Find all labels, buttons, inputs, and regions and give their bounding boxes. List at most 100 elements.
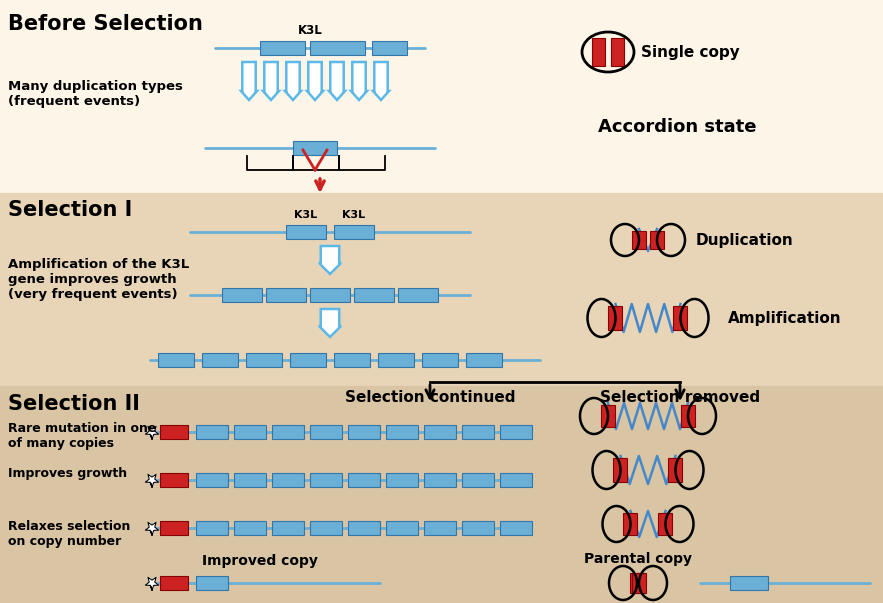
Bar (290, 353, 326, 367)
Bar (160, 521, 188, 535)
Bar (386, 425, 418, 439)
Text: Rare mutation in one
of many copies: Rare mutation in one of many copies (8, 422, 156, 450)
Bar (310, 425, 342, 439)
Bar (668, 458, 683, 482)
Bar (614, 458, 628, 482)
Text: Selection II: Selection II (8, 394, 140, 414)
Bar (202, 353, 238, 367)
Bar (601, 405, 615, 427)
Polygon shape (285, 62, 301, 100)
Bar (424, 473, 456, 487)
Bar (234, 473, 266, 487)
Polygon shape (146, 522, 159, 535)
Bar (623, 513, 638, 535)
Bar (272, 521, 304, 535)
Bar (310, 288, 350, 302)
Text: Improves growth: Improves growth (8, 467, 127, 481)
Bar (158, 353, 194, 367)
Bar (196, 425, 228, 439)
Polygon shape (146, 426, 159, 439)
Bar (424, 521, 456, 535)
Bar (630, 573, 644, 593)
Bar (348, 425, 380, 439)
Polygon shape (263, 62, 279, 100)
Text: Selection I: Selection I (8, 200, 132, 220)
Bar (310, 473, 342, 487)
Bar (0, 0, 883, 193)
Bar (266, 288, 306, 302)
Bar (286, 225, 326, 239)
Polygon shape (351, 62, 367, 100)
Text: K3L: K3L (294, 210, 318, 220)
Polygon shape (373, 62, 389, 100)
Text: Single copy: Single copy (641, 45, 740, 60)
Bar (500, 473, 532, 487)
Bar (334, 353, 370, 367)
Bar (354, 288, 394, 302)
Bar (500, 425, 532, 439)
Bar (650, 231, 664, 249)
Bar (611, 38, 624, 66)
Bar (334, 225, 374, 239)
Text: Many duplication types
(frequent events): Many duplication types (frequent events) (8, 80, 183, 108)
Text: K3L: K3L (343, 210, 366, 220)
Bar (386, 521, 418, 535)
Bar (462, 521, 494, 535)
Bar (466, 353, 502, 367)
Polygon shape (146, 577, 159, 590)
Bar (462, 425, 494, 439)
Bar (0, 193, 883, 386)
Bar (222, 288, 262, 302)
Bar (310, 521, 342, 535)
Bar (659, 513, 673, 535)
Bar (386, 473, 418, 487)
Text: Amplification: Amplification (728, 311, 841, 326)
Bar (372, 41, 407, 55)
Text: Relaxes selection
on copy number: Relaxes selection on copy number (8, 520, 131, 548)
Polygon shape (307, 62, 323, 100)
Polygon shape (241, 62, 257, 100)
Bar (674, 306, 688, 330)
Bar (272, 425, 304, 439)
Text: Duplication: Duplication (696, 233, 794, 247)
Bar (234, 425, 266, 439)
Bar (398, 288, 438, 302)
Text: Accordion state: Accordion state (598, 118, 757, 136)
Bar (234, 521, 266, 535)
Bar (632, 573, 646, 593)
Bar (160, 576, 188, 590)
Text: Improved copy: Improved copy (202, 554, 318, 568)
Bar (260, 41, 305, 55)
Text: K3L: K3L (298, 24, 322, 37)
Text: Amplification of the K3L
gene improves growth
(very frequent events): Amplification of the K3L gene improves g… (8, 258, 189, 301)
Polygon shape (329, 62, 345, 100)
Text: Parental copy: Parental copy (584, 552, 692, 566)
Polygon shape (319, 246, 341, 274)
Bar (378, 353, 414, 367)
Bar (246, 353, 282, 367)
Bar (348, 521, 380, 535)
Bar (310, 41, 365, 55)
Bar (0, 386, 883, 603)
Bar (272, 473, 304, 487)
Polygon shape (319, 309, 341, 337)
Text: Before Selection: Before Selection (8, 14, 203, 34)
Text: Selection removed: Selection removed (600, 390, 760, 405)
Bar (730, 576, 768, 590)
Bar (608, 306, 623, 330)
Bar (592, 38, 605, 66)
Bar (422, 353, 458, 367)
Polygon shape (146, 475, 159, 487)
Bar (196, 521, 228, 535)
Bar (196, 473, 228, 487)
Bar (293, 141, 337, 155)
Bar (632, 231, 646, 249)
Bar (500, 521, 532, 535)
Bar (462, 473, 494, 487)
Text: Selection continued: Selection continued (344, 390, 516, 405)
Bar (424, 425, 456, 439)
Bar (348, 473, 380, 487)
Bar (681, 405, 695, 427)
Bar (196, 576, 228, 590)
Bar (160, 473, 188, 487)
